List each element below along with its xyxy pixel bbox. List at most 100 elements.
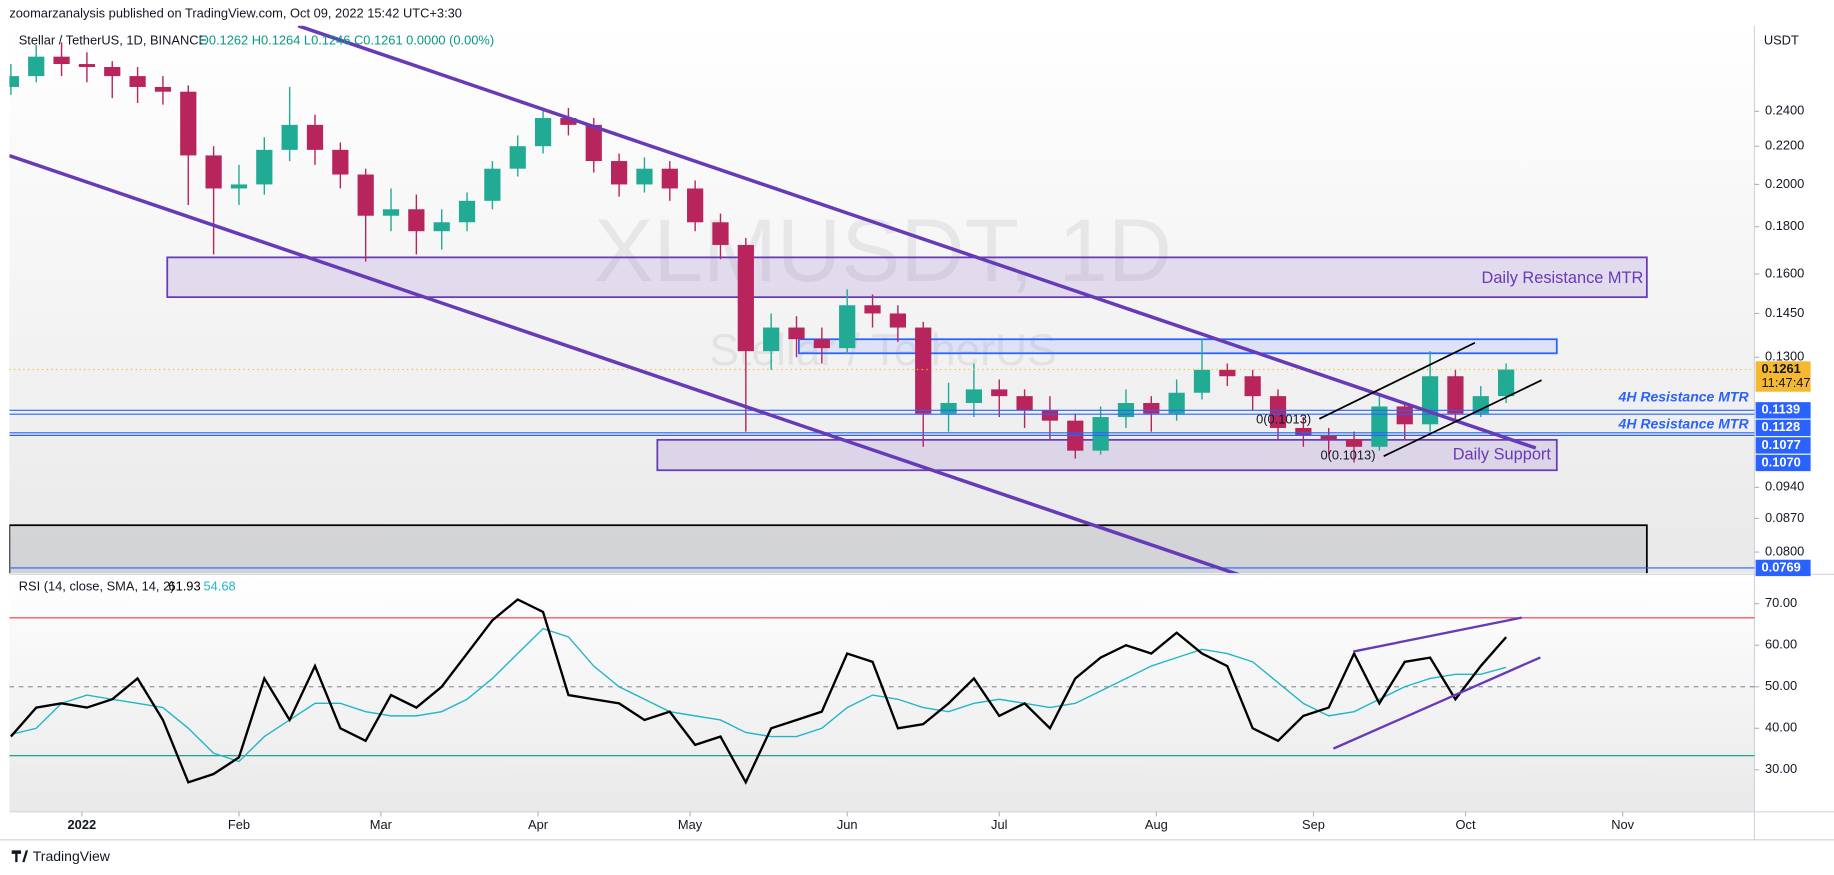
candle-body [560,118,577,125]
annotation: 0(0.1013) [1256,411,1311,426]
price-label: 0.1070 [1761,454,1800,469]
resistance-zone-4h [797,338,1558,355]
annotation: 4H Resistance MTR [1618,415,1750,431]
rsi-legend-value: 61.93 [168,579,200,594]
candle-body [763,327,780,352]
x-tick-label: Aug [1145,817,1168,832]
y-tick-label: 0.1300 [1765,349,1804,364]
candle-body [915,327,932,414]
candle-body [382,209,400,216]
x-tick-label: Mar [370,817,393,832]
candle-body [1295,427,1312,436]
candle-body [1447,376,1464,414]
x-tick-label: Feb [228,817,250,832]
candle-body [788,327,805,340]
annotation: Daily Resistance MTR [1482,269,1644,287]
x-tick-label: 2022 [68,817,97,832]
drawings [9,256,1648,574]
candle-body [1092,417,1109,451]
candle-body [864,305,881,314]
axis-unit: USDT [1764,32,1799,47]
rsi-sma-line [10,627,1507,763]
candle-body [991,389,1008,397]
y-tick-label: 0.2400 [1765,103,1804,118]
candle-body [281,124,298,150]
channel-upper [297,25,1537,450]
candle-body [332,149,349,175]
candle-body [230,184,248,189]
resistance-zone [166,256,1648,299]
price-label: 0.1077 [1761,437,1800,452]
candle-body [433,222,450,232]
candle-body [636,168,653,185]
price-label: 0.1261 [1761,361,1800,376]
candle-body [9,76,19,87]
candle-body [205,155,222,189]
logo-icon [11,850,29,863]
candle-body [839,305,856,349]
candle-body [1168,392,1185,414]
price-label-box [1755,454,1811,472]
price-label-box [1755,402,1811,419]
candle-body [458,200,476,223]
candle-body [965,389,983,403]
rsi-line [9,598,1508,785]
channel-lower [9,153,1240,574]
lower-zone [9,524,1648,574]
candle-body [889,313,906,328]
countdown: 11:47:47 [1761,375,1810,390]
candle-body [1320,435,1337,440]
y-tick-label: 40.00 [1765,720,1797,735]
candle-body [1016,396,1033,410]
candle-body [1219,369,1236,377]
trendlines [9,25,1542,574]
candle-body [712,222,729,245]
x-tick-label: Apr [528,817,549,832]
candle-body [484,168,501,201]
price-legend-ohlc: O0.1262 H0.1264 L0.1246 C0.1261 0.0000 (… [199,32,494,47]
candle-body [78,64,96,68]
candle-body [534,118,552,147]
price-pane [9,25,1755,574]
y-tick-label: 0.2000 [1765,176,1804,191]
candle-body [737,244,754,352]
rsi-layer [9,598,1755,785]
annotation: 0(0.1013) [1320,448,1375,463]
candle-body [154,86,172,92]
candle-body [1371,406,1388,447]
y-tick-label: 0.1450 [1765,305,1804,320]
candle-body [1193,369,1211,393]
price-label-box [1755,437,1811,454]
y-tick-label: 0.1600 [1765,265,1804,280]
candle-body [1269,396,1287,428]
y-tick-label: 50.00 [1765,678,1797,693]
candle-body [509,146,526,169]
candle-body [687,188,704,223]
x-tick-label: May [678,817,703,832]
x-tick-label: Jul [991,817,1007,832]
candle-body [1497,369,1515,397]
rsi-pane [9,576,1755,812]
price-label: 0.1128 [1761,419,1800,434]
candle-body [1472,396,1489,414]
price-label: 0.0769 [1761,559,1800,574]
footer: TradingView [33,848,111,864]
y-tick-label: 0.0870 [1765,510,1804,525]
price-layer [9,42,1755,569]
rsi-legend-value: 54.68 [204,579,236,594]
price-label-box [1755,419,1811,437]
candle-body [180,91,197,156]
rsi-trend-upper [1353,616,1522,653]
price-legend-title: Stellar / TetherUS, 1D, BINANCE [19,32,208,47]
price-label-box [1755,559,1811,577]
candle-body [1396,406,1413,425]
candle-body [53,56,70,65]
candle-body [940,402,957,414]
candle-body [813,339,830,349]
y-tick-label: 30.00 [1765,761,1797,776]
candle-body [1143,402,1160,414]
footer-logo [11,850,29,863]
rsi-legend-title: RSI (14, close, SMA, 14, 2) [19,579,175,594]
header: zoomarzanalysis published on TradingView… [9,5,462,20]
